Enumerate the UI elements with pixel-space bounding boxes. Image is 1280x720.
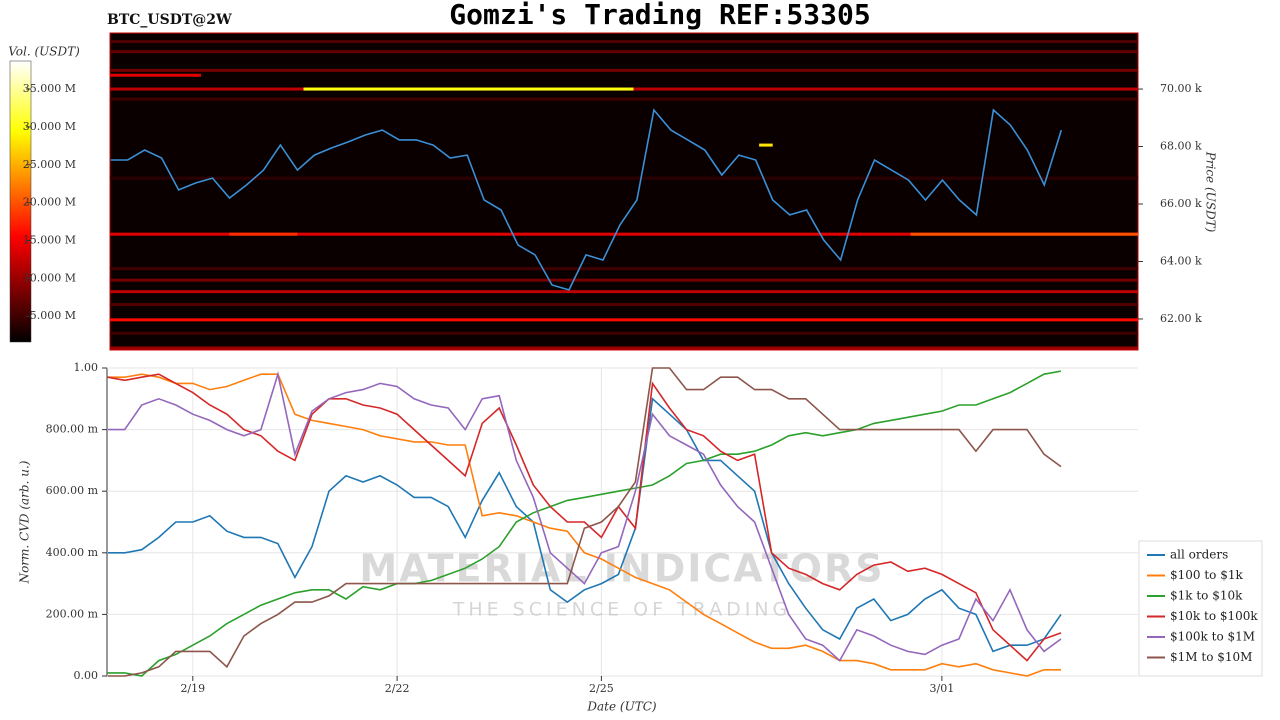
y-tick-label: 70.00 k: [1160, 82, 1202, 95]
x-tick-label: 2/25: [589, 682, 614, 695]
order-wall: [110, 331, 1138, 335]
y-tick-label: 68.00 k: [1160, 140, 1202, 153]
y-axis-label: Norm. CVD (arb. u.): [18, 460, 32, 584]
colorbar-tick-label: 35.000 M: [23, 82, 76, 95]
y-tick-label: 1.00: [74, 361, 99, 374]
watermark: THE SCIENCE OF TRADING: [452, 599, 792, 621]
order-wall: [110, 97, 1138, 101]
legend-label: all orders: [1170, 548, 1228, 562]
y-tick-label: 64.00 k: [1160, 254, 1202, 267]
colorbar-tick-label: 20.000 M: [23, 196, 76, 209]
colorbar-tick-label: 10.000 M: [23, 271, 76, 284]
y-tick-label: 62.00 k: [1160, 312, 1202, 325]
cvd-line: [107, 370, 1062, 677]
y-tick-label: 600.00 m: [46, 484, 99, 497]
order-wall: [110, 346, 1138, 350]
chart-title: Gomzi's Trading REF:53305: [449, 0, 870, 31]
legend-label: $10k to $100k: [1170, 609, 1258, 623]
order-wall: [110, 50, 1138, 54]
order-wall: [110, 73, 201, 77]
y-tick-label: 200.00 m: [46, 607, 99, 620]
order-wall: [110, 232, 1138, 236]
order-wall: [110, 40, 1138, 44]
legend-label: $100 to $1k: [1170, 568, 1243, 582]
legend-label: $1M to $10M: [1170, 650, 1252, 664]
legend-label: $1k to $10k: [1170, 589, 1243, 603]
colorbar-tick-label: 15.000 M: [23, 234, 76, 247]
order-wall: [303, 87, 634, 91]
order-wall: [759, 143, 773, 147]
price-line: [110, 108, 1063, 291]
colorbar-tick-label: 25.000 M: [23, 158, 76, 171]
legend-box: [1138, 540, 1263, 677]
cvd-line: [107, 371, 1062, 662]
x-tick-label: 3/01: [930, 682, 955, 695]
colorbar-label: Vol. (USDT): [8, 45, 80, 59]
y-tick-label: 400.00 m: [46, 546, 99, 559]
cvd-line: [107, 373, 1062, 662]
order-wall: [110, 267, 1138, 271]
y-tick-label: 0.00: [74, 669, 99, 682]
order-wall: [229, 232, 298, 236]
order-wall: [110, 68, 1138, 72]
symbol: BTC_USDT@2W: [107, 12, 232, 28]
legend-label: $100k to $1M: [1170, 630, 1255, 644]
order-wall: [910, 232, 1138, 236]
order-wall: [110, 278, 1138, 282]
cvd-line: [107, 373, 1061, 677]
colorbar: [9, 60, 32, 343]
colorbar-tick-label: 30.000 M: [23, 120, 76, 133]
x-tick-label: 2/22: [385, 682, 410, 695]
heatmap-background: [109, 32, 1139, 351]
y-tick-label: 800.00 m: [46, 423, 99, 436]
y-axis-label: Price (USDT): [1204, 151, 1218, 233]
y-tick-label: 66.00 k: [1160, 197, 1202, 210]
order-wall: [110, 290, 1138, 294]
order-wall: [110, 303, 1138, 307]
order-wall: [110, 176, 1138, 180]
order-wall: [110, 318, 1138, 322]
x-tick-label: 2/19: [180, 682, 205, 695]
cvd-line: [107, 367, 1062, 677]
x-axis-label: Date (UTC): [586, 700, 656, 714]
colorbar-tick-label: 5.000 M: [30, 309, 76, 322]
cvd-line: [107, 397, 1062, 653]
